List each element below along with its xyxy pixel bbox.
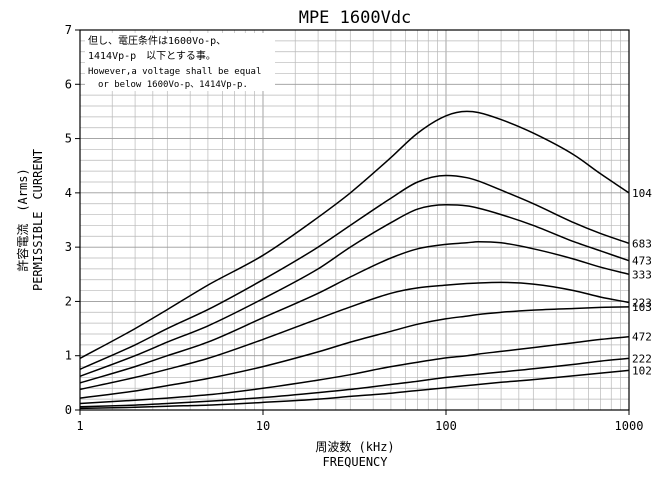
series-label-102: 102 bbox=[632, 364, 652, 377]
x-tick-label: 1 bbox=[76, 419, 83, 433]
y-tick-label: 6 bbox=[65, 77, 72, 91]
x-tick-label: 10 bbox=[256, 419, 270, 433]
note-line-1: 但し、電圧条件は1600Vo-p、 bbox=[88, 34, 226, 47]
plot-frame bbox=[79, 29, 630, 411]
series-label-103: 103 bbox=[632, 301, 652, 314]
series-line-683 bbox=[79, 174, 630, 370]
x-axis-label-en: FREQUENCY bbox=[322, 455, 388, 469]
series-line-223 bbox=[79, 281, 630, 391]
series-line-333 bbox=[79, 240, 630, 384]
series-label-104: 104 bbox=[632, 187, 652, 200]
series-label-473: 473 bbox=[632, 255, 652, 268]
note: 但し、電圧条件は1600Vo-p、 1414Vp-p 以下とする事。 Howev… bbox=[88, 34, 261, 90]
y-tick-label: 0 bbox=[65, 403, 72, 417]
series-label-223: 223 bbox=[632, 297, 652, 310]
series-line-103 bbox=[79, 306, 630, 399]
x-tick-label: 1000 bbox=[615, 419, 644, 433]
y-tick-label: 4 bbox=[65, 186, 72, 200]
series-line-102 bbox=[79, 369, 630, 410]
y-tick-label: 2 bbox=[65, 294, 72, 308]
series-label-472: 472 bbox=[632, 331, 652, 344]
y-tick-label: 7 bbox=[65, 23, 72, 37]
series-line-104 bbox=[79, 110, 630, 360]
x-tick-label: 100 bbox=[435, 419, 457, 433]
grid bbox=[80, 30, 629, 410]
y-tick-label: 1 bbox=[65, 349, 72, 363]
y-tick-label: 5 bbox=[65, 132, 72, 146]
series-line-472 bbox=[79, 335, 630, 405]
note-line-3: However,a voltage shall be equal bbox=[88, 67, 261, 77]
series-label-222: 222 bbox=[632, 352, 652, 365]
note-line-2: 1414Vp-p 以下とする事。 bbox=[88, 49, 216, 62]
note-background bbox=[85, 33, 275, 91]
series-line-222 bbox=[79, 357, 630, 408]
y-axis-label: 許容電流 (Arms) bbox=[15, 168, 30, 271]
x-axis-label: 周波数 (kHz) bbox=[315, 439, 394, 454]
chart-title: MPE 1600Vdc bbox=[299, 8, 412, 28]
series-label-333: 333 bbox=[632, 268, 652, 281]
y-axis-label-en: PERMISSIBLE CURRENT bbox=[31, 149, 45, 291]
series-line-473 bbox=[79, 204, 630, 378]
y-tick-label: 3 bbox=[65, 240, 72, 254]
note-line-4: or below 1600Vo-p、1414Vp-p. bbox=[98, 80, 248, 90]
series-label-683: 683 bbox=[632, 237, 652, 250]
